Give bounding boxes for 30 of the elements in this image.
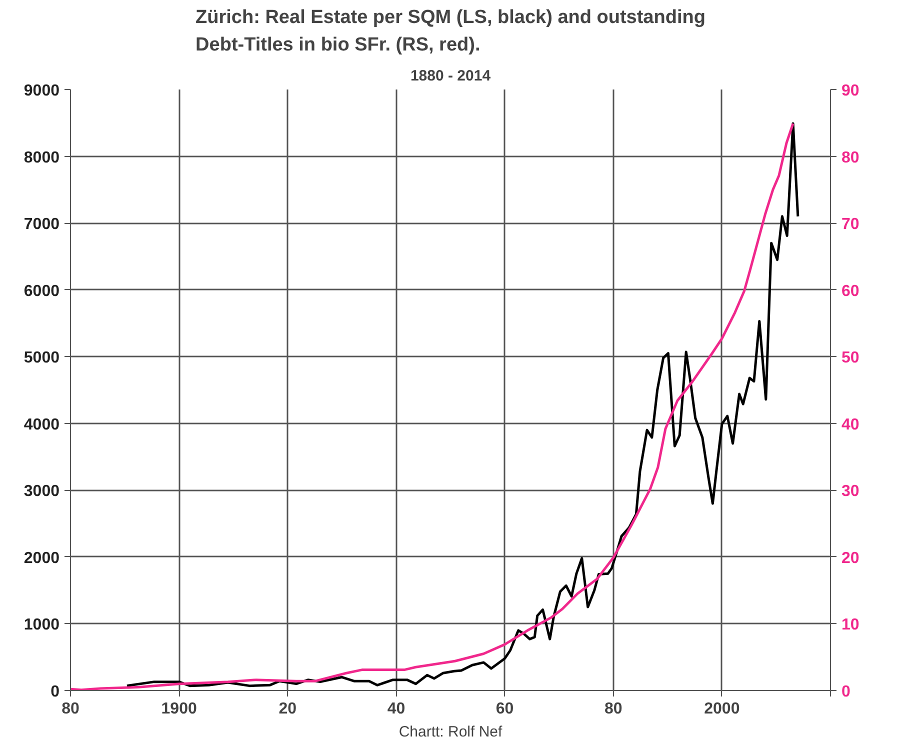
y-tick-label: 0 (50, 684, 60, 700)
x-tick-label: 80 (604, 700, 622, 718)
y2-tick-label: 30 (842, 483, 860, 500)
y2-tick-label: 40 (842, 416, 860, 434)
y2-tick-label: 20 (842, 550, 860, 567)
y-tick-label: 6000 (24, 282, 60, 300)
x-tick-label: 2000 (704, 700, 740, 718)
y-tick-label: 8000 (24, 149, 60, 166)
y-tick-label: 7000 (24, 216, 60, 234)
y2-tick-label: 90 (842, 82, 860, 100)
y-tick-label: 9000 (24, 82, 60, 100)
y2-tick-label: 10 (842, 616, 860, 634)
y2-tick-label: 0 (842, 684, 850, 700)
text: Chartt: Rolf Nef (398, 724, 504, 740)
y-tick-label: 3000 (24, 483, 60, 500)
y-tick-label: 2000 (24, 550, 60, 567)
x-tick-label: 1900 (161, 700, 197, 718)
chart-subtitle: 1880 - 2014 (410, 68, 492, 84)
y-tick-label: 5000 (24, 350, 60, 367)
x-tick-label: 40 (387, 700, 406, 718)
y-tick-label: 1000 (24, 616, 60, 634)
chart-title: Zürich: Real Estate per SQM (LS, black) and outstanding Debt-Titles in bio SFr. (RS, red). (196, 7, 706, 56)
y-tick-label: 4000 (24, 416, 60, 434)
x-tick-label: 60 (496, 700, 514, 718)
y2-tick-label: 70 (842, 216, 860, 234)
x-tick-label: 20 (278, 700, 297, 718)
x-tick-label: 80 (62, 700, 80, 718)
y2-tick-label: 50 (842, 350, 860, 367)
y2-tick-label: 60 (842, 282, 860, 300)
y2-tick-label: 80 (842, 149, 860, 166)
